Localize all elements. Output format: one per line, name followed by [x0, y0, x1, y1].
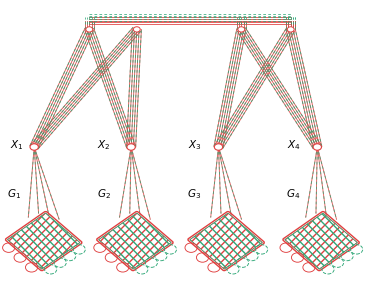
Circle shape — [214, 144, 223, 150]
Text: $X_2$: $X_2$ — [97, 139, 110, 152]
Text: $G_2$: $G_2$ — [97, 187, 111, 201]
Text: $G_3$: $G_3$ — [187, 187, 201, 201]
Circle shape — [133, 27, 140, 32]
Text: $G_1$: $G_1$ — [7, 187, 21, 201]
Text: $X_3$: $X_3$ — [188, 139, 202, 152]
Circle shape — [287, 27, 294, 32]
Circle shape — [238, 27, 245, 32]
Circle shape — [313, 144, 321, 150]
Text: $G_4$: $G_4$ — [286, 187, 300, 201]
Circle shape — [127, 144, 135, 150]
Text: $X_4$: $X_4$ — [287, 139, 301, 152]
Text: $X_1$: $X_1$ — [10, 139, 23, 152]
Circle shape — [30, 144, 38, 150]
Circle shape — [86, 27, 93, 32]
